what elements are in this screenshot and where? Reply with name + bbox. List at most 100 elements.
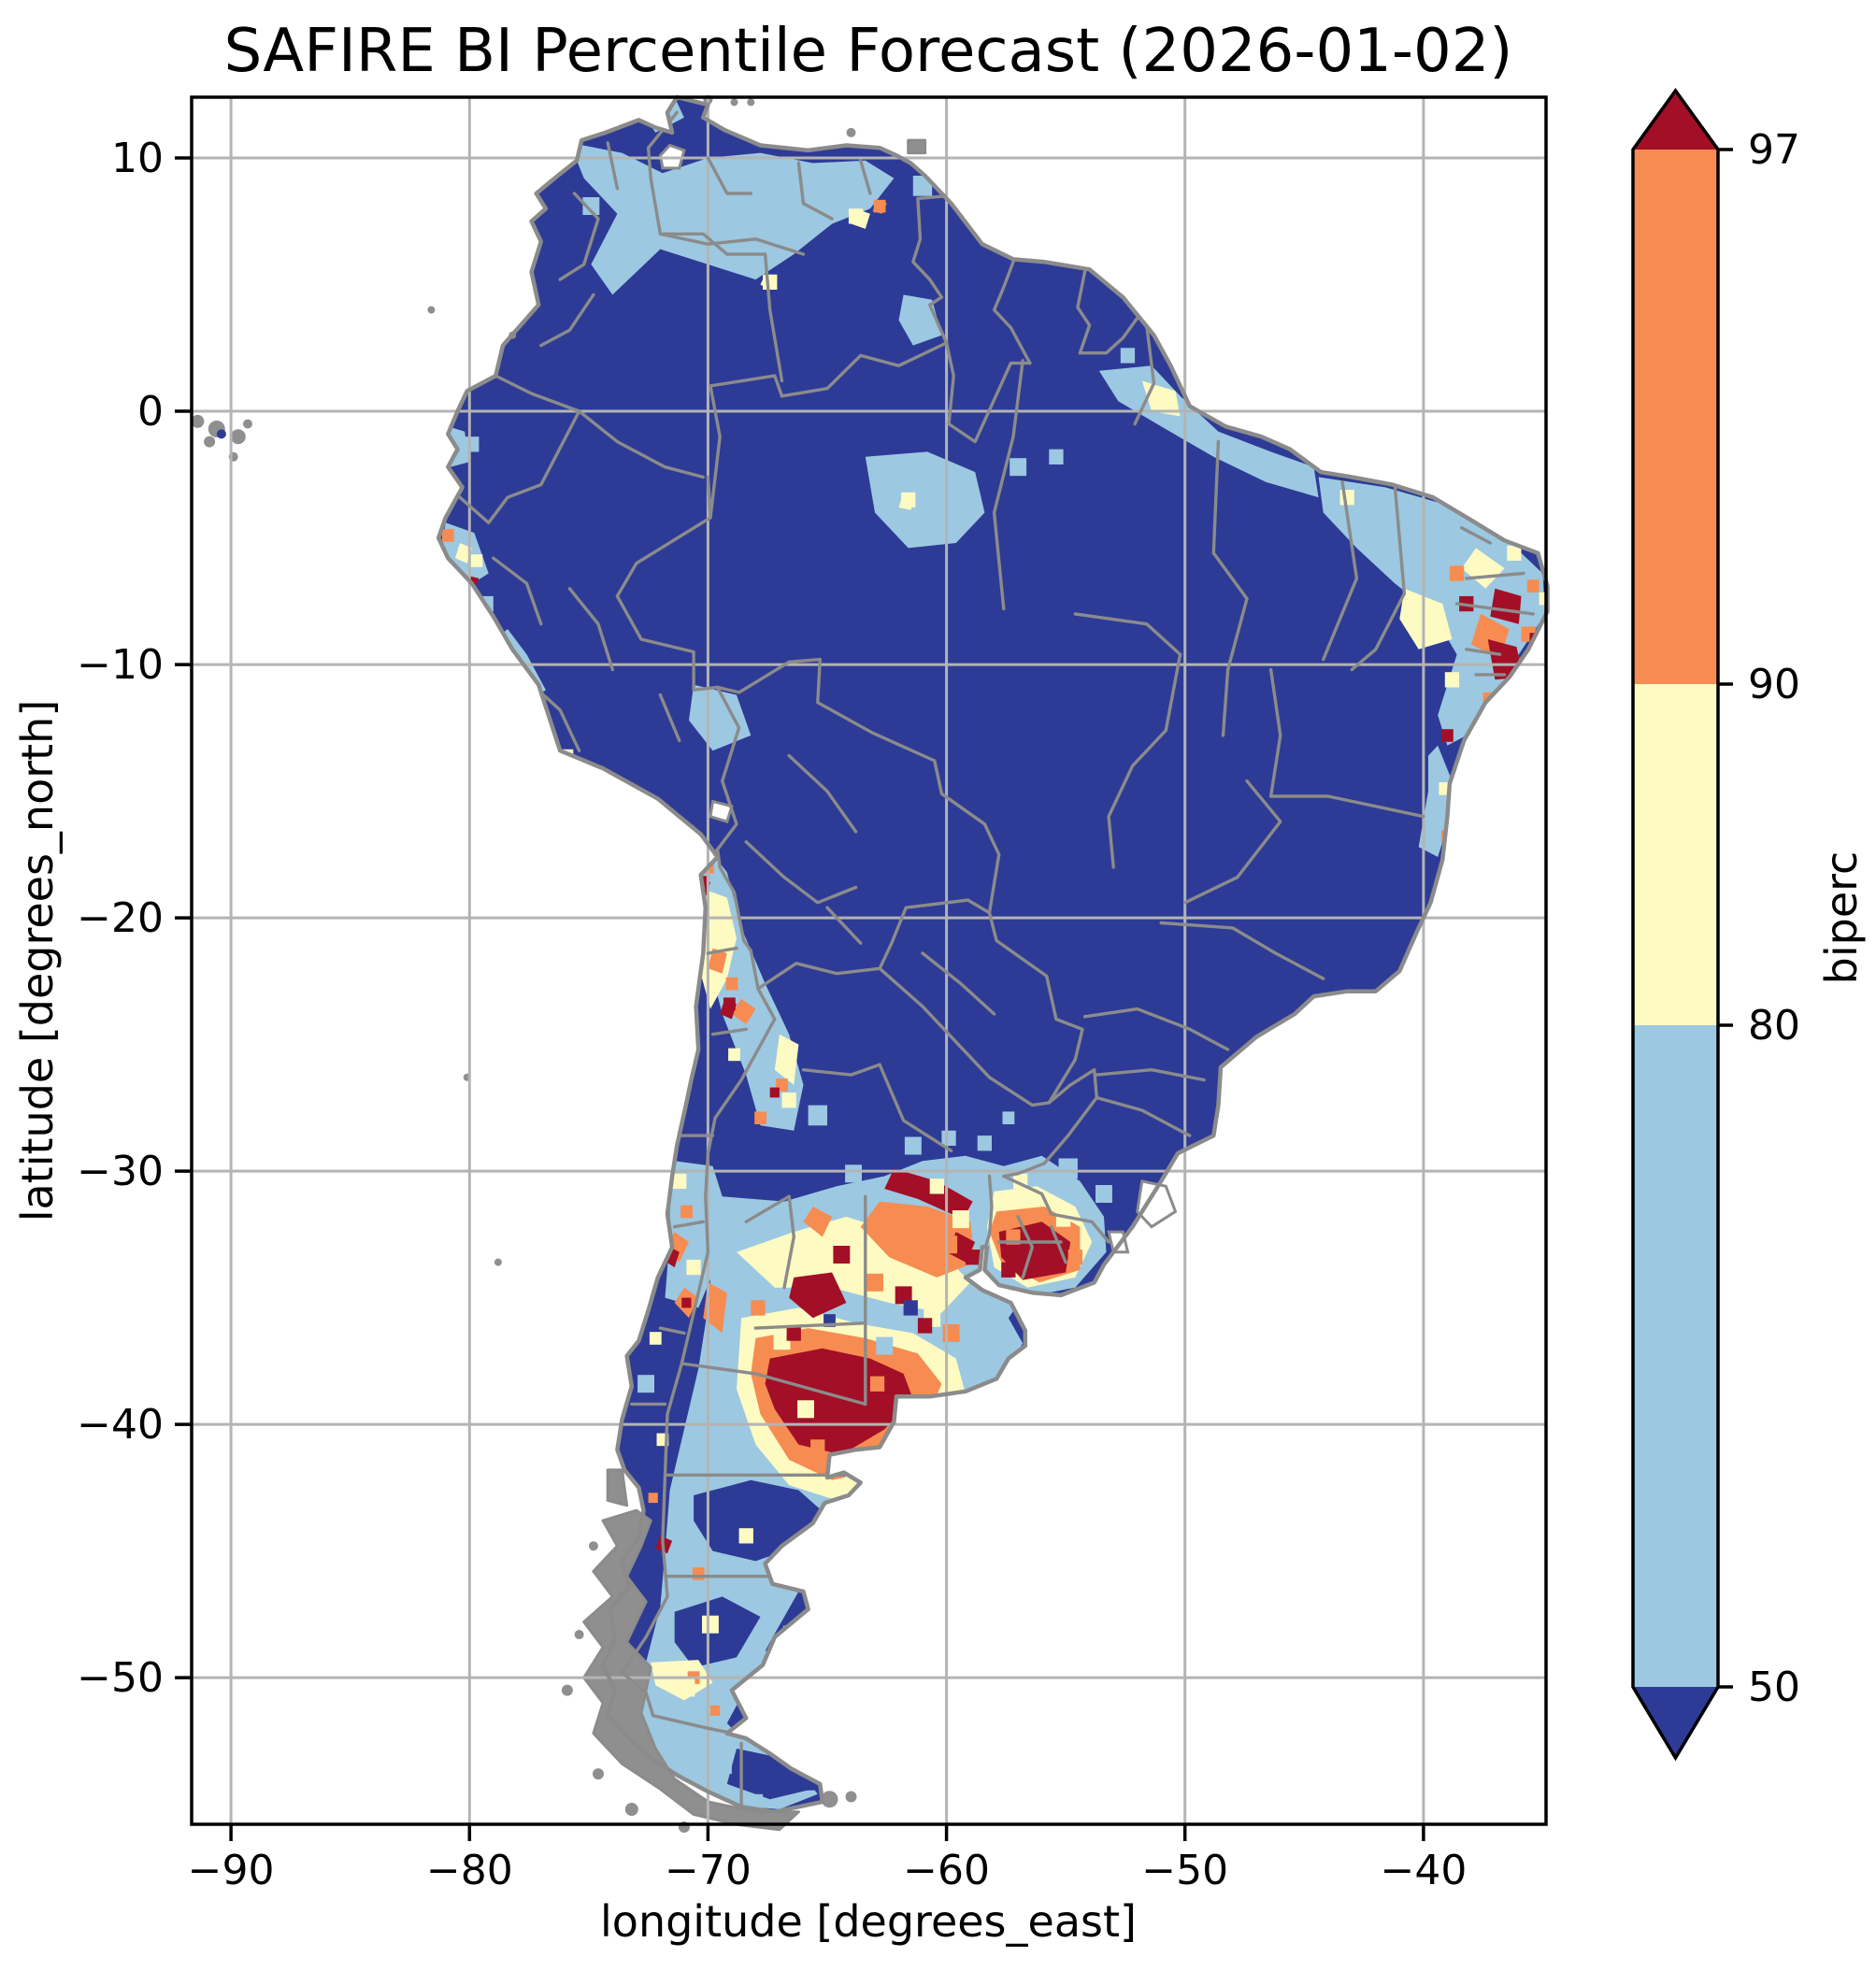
percentile-speck <box>848 208 864 224</box>
percentile-speck <box>929 1178 944 1194</box>
island-dot <box>494 1258 502 1266</box>
percentile-patch-r <box>1490 588 1522 624</box>
admin-border <box>1073 612 1182 656</box>
admin-border <box>615 516 720 692</box>
percentile-speck <box>977 1135 992 1151</box>
admin-border <box>1002 1068 1098 1178</box>
admin-border <box>715 657 1001 915</box>
admin-border <box>796 161 834 221</box>
percentile-speck <box>866 1273 883 1292</box>
plot-frame <box>190 95 1548 1826</box>
admin-border <box>1095 1095 1192 1137</box>
island-dot <box>845 1791 857 1803</box>
percentile-speck <box>648 1493 658 1504</box>
percentile-patch-y <box>454 543 472 564</box>
y-tick-label: −20 <box>77 894 164 942</box>
admin-border <box>753 1321 867 1330</box>
percentile-patch-d <box>726 1749 813 1800</box>
admin-border <box>1268 794 1425 819</box>
island-dot <box>730 98 738 107</box>
y-tick-label: 10 <box>111 135 164 182</box>
percentile-patch-y <box>774 1034 799 1085</box>
percentile-speck <box>1067 1250 1082 1265</box>
admin-border <box>787 753 858 834</box>
admin-border <box>782 1194 795 1290</box>
percentile-speck <box>1153 392 1170 410</box>
admin-border <box>1465 648 1502 656</box>
percentile-speck <box>692 1567 705 1580</box>
percentile-speck <box>680 1205 693 1219</box>
admin-border <box>878 966 1051 1107</box>
admin-border <box>606 141 620 191</box>
y-tick-label: 0 <box>137 388 164 436</box>
admin-border <box>780 341 949 398</box>
admin-border <box>859 159 872 195</box>
colorbar-tick-label: 90 <box>1748 661 1800 708</box>
colorbar-over-arrow <box>1633 91 1718 150</box>
admin-border <box>1211 439 1249 601</box>
axis-ticks: −90 −80 −70 −60 −50 −40 10 0 −10 −20 −30 −40 −50 <box>77 135 1467 1894</box>
percentile-speck <box>940 1235 958 1254</box>
admin-border <box>1002 1174 1110 1244</box>
admin-border <box>539 293 595 348</box>
percentile-speck <box>773 1332 791 1350</box>
percentile-speck <box>1058 1158 1078 1179</box>
plot-gridlines <box>192 97 1546 1824</box>
admin-border <box>658 232 806 256</box>
percentile-speck <box>901 492 916 508</box>
island-data-dot <box>216 429 226 439</box>
admin-border <box>1133 306 1156 426</box>
percentile-speck <box>1507 545 1522 561</box>
colorbar-tick-label: 80 <box>1748 1002 1800 1050</box>
admin-border <box>744 840 858 905</box>
island-dot <box>191 414 205 428</box>
y-tick-label: −30 <box>77 1148 164 1195</box>
island-dot <box>561 1684 573 1696</box>
admin-border <box>1454 602 1535 616</box>
percentile-speck <box>1526 579 1539 593</box>
admin-border <box>715 848 760 991</box>
admin-border <box>1016 1215 1035 1279</box>
island-dot <box>574 1630 584 1639</box>
admin-border <box>1221 596 1249 737</box>
coastline-stroke <box>436 94 1550 1814</box>
percentile-speck <box>1539 592 1548 606</box>
percentile-speck <box>751 1300 766 1316</box>
colorbar-tick-label: 97 <box>1748 126 1800 174</box>
admin-border <box>567 587 614 672</box>
y-axis-label: latitude [degrees_north] <box>12 700 63 1222</box>
percentile-speck <box>786 1325 801 1341</box>
colorbar-segment-50-80 <box>1633 1025 1718 1687</box>
percentile-speck <box>1120 348 1136 364</box>
admin-border <box>658 1326 686 1335</box>
percentile-speck <box>728 1048 740 1062</box>
colorbar-label: biperc <box>1816 851 1867 985</box>
admin-border <box>458 409 581 524</box>
x-tick-label: −90 <box>188 1847 275 1894</box>
percentile-patch-y <box>1399 588 1453 650</box>
island-dot <box>846 127 856 137</box>
island-dot <box>427 306 436 314</box>
percentile-speck <box>869 1376 885 1392</box>
admin-border <box>987 910 1084 1105</box>
admin-border <box>673 1220 705 1229</box>
island-dot <box>204 436 216 448</box>
admin-border <box>1460 526 1492 545</box>
x-tick-label: −80 <box>426 1847 513 1894</box>
admin-border <box>646 110 784 383</box>
island-dot <box>821 1791 838 1808</box>
percentile-speck <box>441 529 454 542</box>
percentile-speck <box>725 977 738 991</box>
percentile-speck <box>649 1332 662 1345</box>
percentile-speck <box>465 436 480 452</box>
percentile-speck <box>1010 458 1027 477</box>
percentile-speck <box>1096 1185 1112 1203</box>
lake <box>1136 1179 1178 1229</box>
admin-border <box>911 194 949 345</box>
admin-border <box>744 1194 791 1223</box>
percentile-speck <box>723 997 736 1010</box>
admin-border <box>825 906 863 945</box>
no-data-region <box>606 1468 629 1507</box>
